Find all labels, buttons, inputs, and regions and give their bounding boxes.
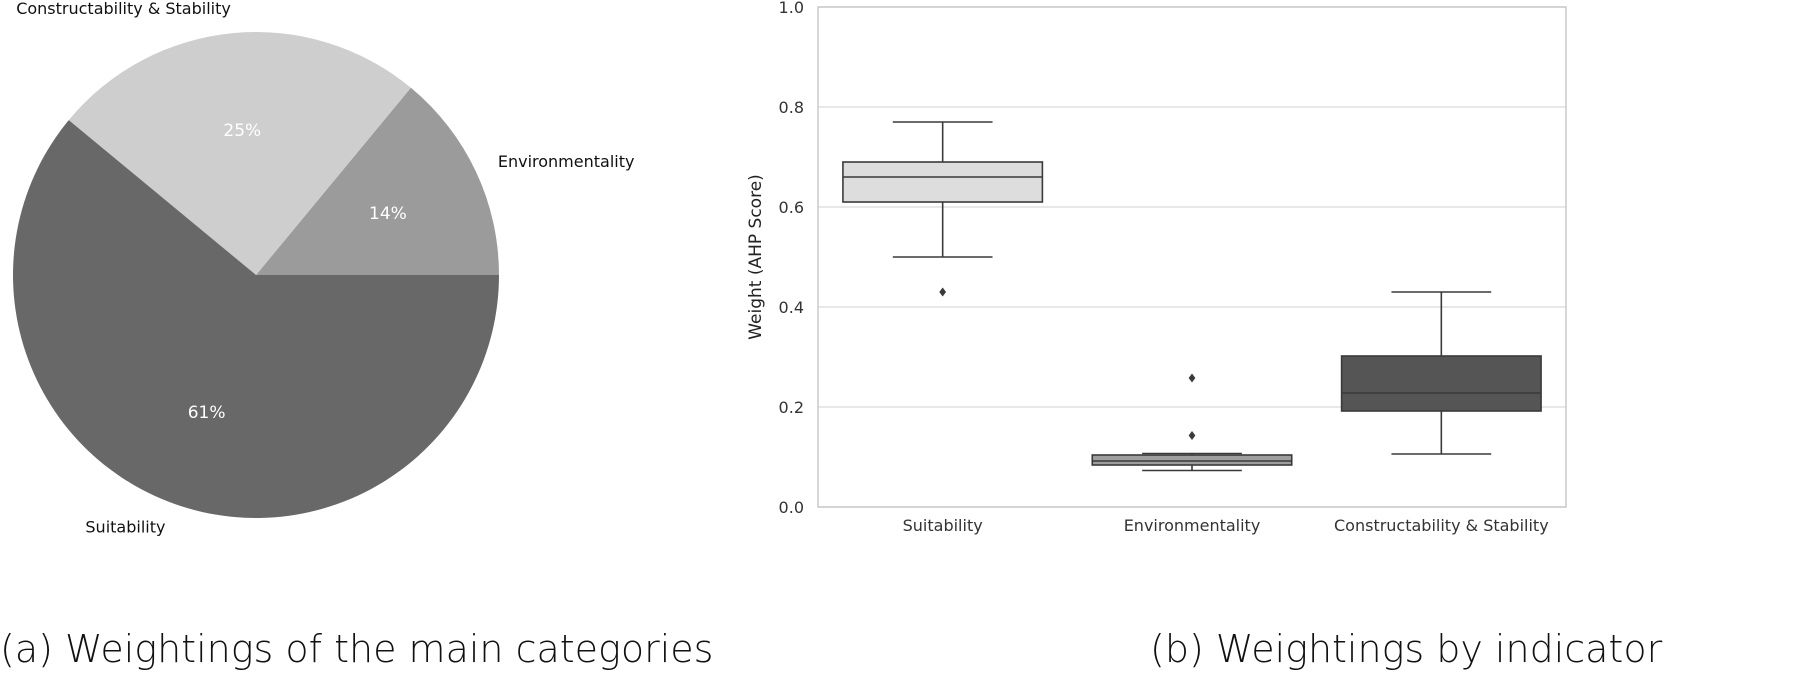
pie-pct-label-environmentality: 14% xyxy=(369,204,407,224)
x-tick-label: Suitability xyxy=(903,516,983,535)
caption-a: (a) Weightings of the main categories xyxy=(0,627,714,671)
plot-frame xyxy=(817,6,1567,508)
y-tick-label: 0.6 xyxy=(779,198,804,217)
box-plot-chart: 0.0 0.2 0.4 0.6 0.8 1.0 Weight (AHP Score) Suit… xyxy=(746,0,1567,535)
y-tick-label: 0.0 xyxy=(779,498,804,517)
x-tick-label: Environmentality xyxy=(1124,516,1261,535)
outlier-point xyxy=(939,287,947,297)
box-constructability-stability xyxy=(1340,291,1542,455)
pie-pct-label-constructability-stability: 25% xyxy=(223,121,261,141)
x-tick-label: Constructability & Stability xyxy=(1334,516,1549,535)
box-suitability xyxy=(842,121,1044,297)
y-axis-label: Weight (AHP Score) xyxy=(746,174,766,340)
outlier-point xyxy=(1188,373,1196,383)
y-tick-label: 1.0 xyxy=(779,0,804,17)
caption-b: (b) Weightings by indicator xyxy=(1150,627,1663,671)
box-environmentality xyxy=(1091,373,1293,472)
box-iqr xyxy=(1091,454,1293,466)
box-iqr xyxy=(842,161,1044,203)
y-tick-label: 0.2 xyxy=(779,398,804,417)
pie-slice-suitability xyxy=(12,120,500,519)
pie-category-label-constructability-stability: Constructability & Stability xyxy=(16,0,231,18)
pie-category-label-suitability: Suitability xyxy=(85,517,165,536)
pie-pct-label-suitability: 61% xyxy=(188,403,226,423)
y-tick-label: 0.4 xyxy=(779,298,804,317)
pie-slice-environmentality xyxy=(256,87,499,275)
box-iqr xyxy=(1340,355,1542,412)
pie-slice-constructability-stability xyxy=(68,32,411,276)
y-tick-label: 0.8 xyxy=(779,98,804,117)
outlier-point xyxy=(1188,431,1196,440)
pie-category-label-environmentality: Environmentality xyxy=(498,152,635,171)
pie-chart: 14% 25% 61% Environmentality Constructabilit… xyxy=(12,0,635,536)
